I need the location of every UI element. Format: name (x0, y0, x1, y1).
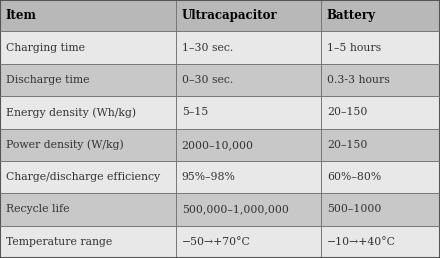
Bar (176, 128, 321, 161)
Text: Energy density (Wh/kg): Energy density (Wh/kg) (6, 107, 136, 118)
Text: 2000–10,000: 2000–10,000 (182, 140, 254, 150)
Bar (176, 96, 321, 128)
Bar (0, 31, 176, 64)
Text: Discharge time: Discharge time (6, 75, 89, 85)
Text: −10→+40°C: −10→+40°C (327, 237, 396, 247)
Bar (0, 128, 176, 161)
Text: 20–150: 20–150 (327, 140, 367, 150)
Bar (321, 226, 440, 258)
Text: Item: Item (6, 9, 37, 22)
Text: Battery: Battery (327, 9, 376, 22)
Text: 500–1000: 500–1000 (327, 204, 381, 214)
Bar (321, 161, 440, 193)
Text: 500,000–1,000,000: 500,000–1,000,000 (182, 204, 289, 214)
Bar (176, 193, 321, 226)
Text: 60%–80%: 60%–80% (327, 172, 381, 182)
Text: Ultracapacitor: Ultracapacitor (182, 9, 278, 22)
Text: 95%–98%: 95%–98% (182, 172, 235, 182)
Text: 1–5 hours: 1–5 hours (327, 43, 381, 53)
Bar (176, 31, 321, 64)
Text: Recycle life: Recycle life (6, 204, 69, 214)
Bar (321, 96, 440, 128)
Bar (176, 64, 321, 96)
Text: 0–30 sec.: 0–30 sec. (182, 75, 233, 85)
Text: Charging time: Charging time (6, 43, 85, 53)
Text: 20–150: 20–150 (327, 107, 367, 117)
Bar (0, 193, 176, 226)
Bar (176, 226, 321, 258)
Bar (176, 0, 321, 31)
Text: 1–30 sec.: 1–30 sec. (182, 43, 233, 53)
Bar (321, 128, 440, 161)
Bar (321, 31, 440, 64)
Bar (0, 226, 176, 258)
Text: 5–15: 5–15 (182, 107, 208, 117)
Text: −50→+70°C: −50→+70°C (182, 237, 250, 247)
Text: Charge/discharge efficiency: Charge/discharge efficiency (6, 172, 160, 182)
Bar (0, 64, 176, 96)
Bar (176, 161, 321, 193)
Text: 0.3-3 hours: 0.3-3 hours (327, 75, 390, 85)
Bar (0, 96, 176, 128)
Bar (321, 0, 440, 31)
Text: Power density (W/kg): Power density (W/kg) (6, 140, 124, 150)
Text: Temperature range: Temperature range (6, 237, 112, 247)
Bar (321, 64, 440, 96)
Bar (0, 161, 176, 193)
Bar (321, 193, 440, 226)
Bar (0, 0, 176, 31)
